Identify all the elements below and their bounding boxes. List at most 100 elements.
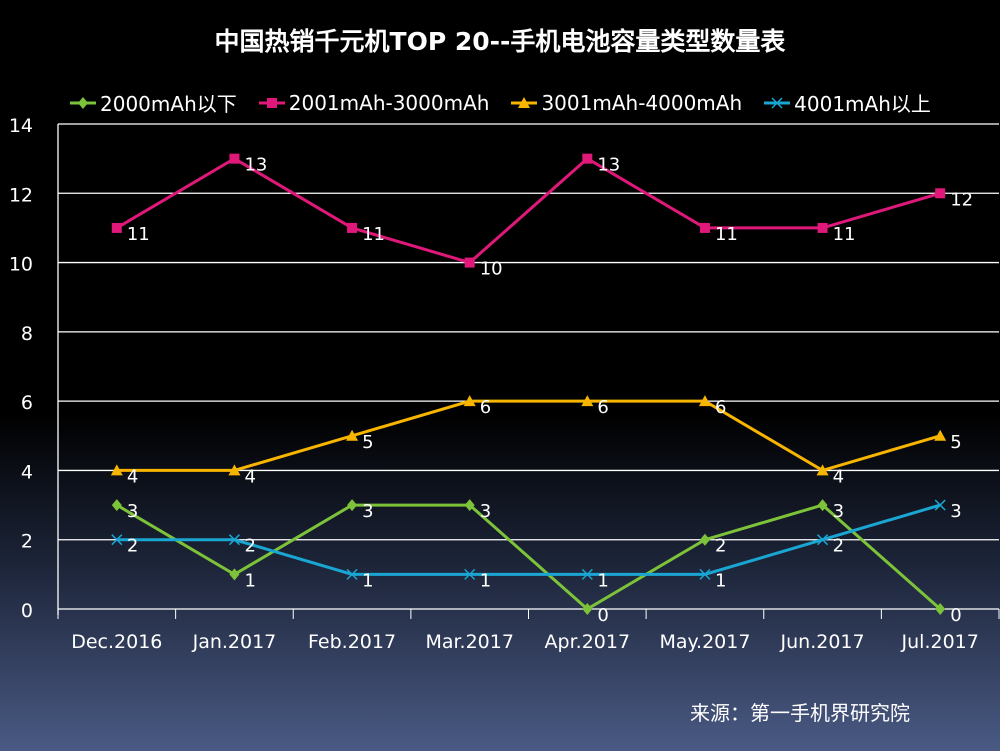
data-label: 0 xyxy=(950,605,961,626)
data-point-triangle xyxy=(110,464,123,476)
data-point-square xyxy=(111,222,122,233)
data-point-square xyxy=(699,222,710,233)
legend: 2000mAh以下 2001mAh-3000mAh 3001mAh-4000mAh 4… xyxy=(70,88,931,117)
legend-item: 2001mAh-3000mAh xyxy=(258,88,490,117)
data-point-triangle xyxy=(934,429,947,441)
data-point-x xyxy=(464,568,476,580)
data-point-triangle xyxy=(463,395,476,407)
y-tick-label: 14 xyxy=(9,115,33,137)
data-point-square xyxy=(935,188,946,199)
legend-label: 2000mAh以下 xyxy=(100,92,237,116)
data-label: 3 xyxy=(833,501,844,522)
x-tick-label: Apr.2017 xyxy=(545,631,631,653)
data-label: 12 xyxy=(950,189,973,210)
series-line xyxy=(116,503,941,576)
x-tick-label: Jul.2017 xyxy=(901,631,979,653)
data-label: 1 xyxy=(244,570,255,591)
legend-label: 2001mAh-3000mAh xyxy=(288,90,490,115)
data-point-diamond xyxy=(817,499,828,512)
data-label: 4 xyxy=(244,466,255,487)
data-label: 4 xyxy=(833,466,844,487)
chart-title: 中国热销千元机TOP 20--手机电池容量类型数量表 xyxy=(214,27,786,56)
series-line xyxy=(116,156,941,265)
x-tick-label: Dec.2016 xyxy=(71,631,162,653)
data-point-square xyxy=(347,222,358,233)
data-label: 3 xyxy=(362,501,373,522)
data-point-triangle xyxy=(518,96,531,108)
y-tick-label: 2 xyxy=(21,531,33,553)
legend-item: 4001mAh以上 xyxy=(764,88,931,117)
data-point-diamond xyxy=(347,499,358,512)
data-point-diamond xyxy=(464,499,475,512)
data-point-diamond xyxy=(699,533,710,546)
x-tick-label: Jun.2017 xyxy=(780,631,865,653)
series-line xyxy=(116,503,942,611)
data-label: 3 xyxy=(480,501,491,522)
data-point-x xyxy=(111,534,123,546)
data-label: 1 xyxy=(480,570,491,591)
data-label: 3 xyxy=(127,501,138,522)
series-4: 2 2 1 1 1 1 2 3 xyxy=(111,499,962,591)
legend-marker-icon xyxy=(70,96,96,109)
series-line xyxy=(116,399,941,473)
data-point-diamond xyxy=(78,96,88,109)
legend-label: 3001mAh-4000mAh xyxy=(541,90,743,115)
data-point-triangle xyxy=(698,395,711,407)
data-point-x xyxy=(771,96,783,109)
data-label: 13 xyxy=(597,155,620,176)
y-tick-label: 12 xyxy=(9,184,33,206)
data-label: 11 xyxy=(362,224,385,245)
data-label: 5 xyxy=(362,432,373,453)
data-point-square xyxy=(582,153,593,164)
data-point-x xyxy=(346,568,358,580)
source-note: 来源：第一手机界研究院 xyxy=(690,701,910,725)
series-3: 4 4 5 6 6 6 4 5 xyxy=(110,395,962,487)
legend-label: 4001mAh以上 xyxy=(794,92,931,116)
legend-item: 2000mAh以下 xyxy=(70,88,237,117)
data-point-x xyxy=(228,534,240,546)
data-point-x xyxy=(934,499,946,511)
legend-marker-icon xyxy=(764,96,791,109)
data-label: 1 xyxy=(597,570,608,591)
data-label: 11 xyxy=(127,224,150,245)
data-point-triangle xyxy=(816,464,829,476)
data-label: 2 xyxy=(715,536,726,557)
legend-marker-icon xyxy=(511,96,538,108)
data-label: 11 xyxy=(715,224,738,245)
data-label: 6 xyxy=(597,397,608,418)
data-label: 2 xyxy=(244,536,255,557)
data-point-triangle xyxy=(228,464,241,476)
data-label: 3 xyxy=(950,501,961,522)
data-point-triangle xyxy=(581,395,594,407)
x-tick-label: May.2017 xyxy=(659,631,750,653)
y-tick-label: 4 xyxy=(21,461,33,483)
x-tick-label: Jan.2017 xyxy=(192,631,277,653)
data-point-triangle xyxy=(346,429,359,441)
data-point-square xyxy=(817,222,828,233)
series-2: 11 13 11 10 13 11 11 12 xyxy=(111,153,973,280)
data-point-diamond xyxy=(111,499,122,512)
data-label: 6 xyxy=(715,397,726,418)
series-1: 3 1 3 3 0 2 3 0 xyxy=(111,499,962,626)
legend-marker-icon xyxy=(258,97,285,108)
data-point-x xyxy=(817,534,829,546)
data-label: 11 xyxy=(833,224,856,245)
x-tick-label: Feb.2017 xyxy=(308,631,396,653)
data-label: 5 xyxy=(950,432,961,453)
data-label: 13 xyxy=(244,155,267,176)
data-label: 1 xyxy=(362,570,373,591)
data-point-diamond xyxy=(582,603,593,615)
data-label: 1 xyxy=(715,570,726,591)
y-tick-label: 10 xyxy=(9,254,33,276)
data-point-x xyxy=(581,568,593,580)
y-tick-label: 6 xyxy=(21,392,33,414)
data-point-diamond xyxy=(935,603,946,615)
data-label: 2 xyxy=(833,536,844,557)
data-label: 6 xyxy=(480,397,491,418)
data-label: 2 xyxy=(127,536,138,557)
data-point-diamond xyxy=(229,568,240,581)
data-point-x xyxy=(699,568,711,580)
data-point-square xyxy=(229,153,240,164)
legend-item: 3001mAh-4000mAh xyxy=(511,88,742,117)
